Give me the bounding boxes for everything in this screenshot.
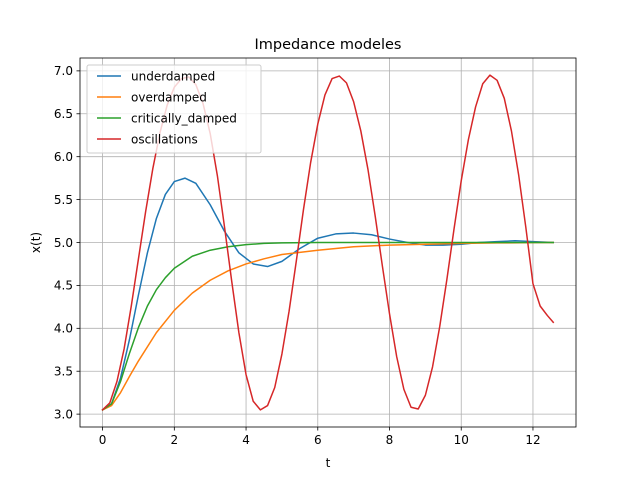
y-axis-label: x(t) (29, 232, 43, 253)
y-tick-label: 3.0 (54, 407, 73, 421)
series-line-critically-damped (101, 241, 555, 411)
legend-label-overdamped: overdamped (131, 90, 207, 104)
y-tick-label: 6.5 (54, 107, 73, 121)
x-tick-label: 8 (386, 433, 394, 447)
legend: underdamped overdamped critically_dampedos… (86, 64, 262, 154)
legend-label-critically-damped: critically_damped (131, 111, 237, 125)
x-tick-label: 0 (99, 433, 107, 447)
y-tick-label: 5.5 (54, 193, 73, 207)
y-tick-label: 5.0 (54, 236, 73, 250)
y-tick-label: 7.0 (54, 64, 73, 78)
series-group (101, 74, 555, 411)
y-tick-label: 6.0 (54, 150, 73, 164)
x-axis-ticks: 0 2 4 6 8 10 12 (99, 427, 541, 447)
legend-label-oscillations: oscillations (131, 132, 198, 146)
x-axis-label: t (326, 456, 331, 470)
x-tick-label: 10 (454, 433, 469, 447)
legend-box (86, 64, 262, 154)
x-tick-label: 4 (242, 433, 250, 447)
series-line-underdamped (101, 177, 555, 411)
x-tick-label: 6 (314, 433, 322, 447)
y-tick-label: 3.5 (54, 365, 73, 379)
series-line-overdamped (101, 241, 555, 411)
x-tick-label: 12 (525, 433, 540, 447)
y-tick-label: 4.5 (54, 279, 73, 293)
y-axis-ticks: 3.0 3.5 4.0 4.5 5.0 5.5 6.0 6.5 7.0 (54, 64, 80, 421)
x-tick-label: 2 (171, 433, 179, 447)
chart-title: Impedance modeles (255, 37, 402, 53)
y-tick-label: 4.0 (54, 322, 73, 336)
legend-label-underdamped: underdamped (131, 69, 215, 83)
